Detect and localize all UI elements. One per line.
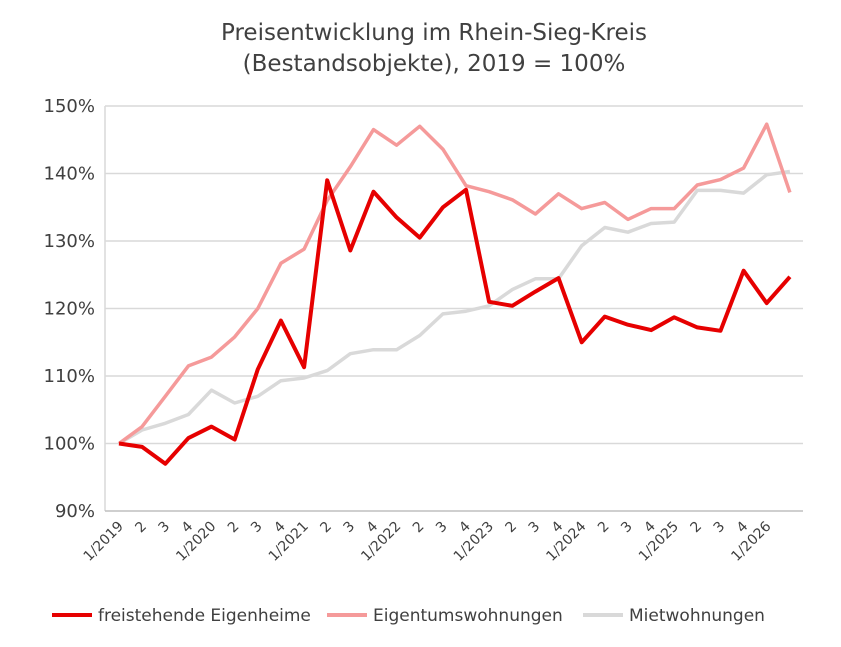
x-tick-label: 2: [502, 519, 520, 537]
x-tick-label: 3: [248, 519, 266, 537]
x-tick-label: 3: [526, 519, 544, 537]
y-tick-label: 140%: [44, 164, 95, 185]
x-tick-label: 3: [618, 519, 636, 537]
x-tick-label: 2: [688, 519, 706, 537]
x-tick-label: 3: [711, 519, 729, 537]
gridlines: [104, 105, 803, 512]
y-axis-ticks: 90% 100% 110% 120% 130% 140% 150%: [44, 96, 95, 522]
series-line: [118, 169, 791, 446]
legend-label: Mietwohnungen: [629, 606, 765, 626]
legend-label: Eigentumswohnungen: [373, 606, 563, 626]
x-tick-label: 3: [433, 519, 451, 537]
chart-subtitle: (Bestandsobjekte), 2019 = 100%: [243, 51, 626, 77]
x-tick-label: 2: [317, 519, 335, 537]
y-tick-label: 120%: [44, 299, 95, 320]
x-tick-label: 2: [132, 519, 150, 537]
y-tick-label: 110%: [44, 366, 95, 387]
series-line: [118, 178, 792, 466]
x-axis-ticks: 1/2019 2 3 41/2020 2 3 41/2021 2 3 41/2022 2 3 41/20…: [81, 518, 775, 564]
x-tick-label: 2: [595, 519, 613, 537]
y-tick-label: 150%: [44, 96, 95, 117]
x-tick-label: 3: [155, 519, 173, 537]
y-tick-label: 100%: [44, 434, 95, 455]
series-lines: [117, 122, 792, 466]
legend: freistehende Eigenheime Eigentumswohnunge…: [52, 606, 765, 626]
x-tick-label: 2: [410, 519, 428, 537]
y-tick-label: 90%: [55, 501, 95, 522]
series-line: [117, 122, 792, 445]
x-tick-label: 2: [225, 519, 243, 537]
x-tick-label: 1/2019: [81, 519, 127, 565]
legend-label: freistehende Eigenheime: [98, 606, 311, 626]
y-tick-label: 130%: [44, 231, 95, 252]
x-tick-label: 3: [341, 519, 359, 537]
chart-title: Preisentwicklung im Rhein-Sieg-Kreis: [221, 20, 647, 46]
